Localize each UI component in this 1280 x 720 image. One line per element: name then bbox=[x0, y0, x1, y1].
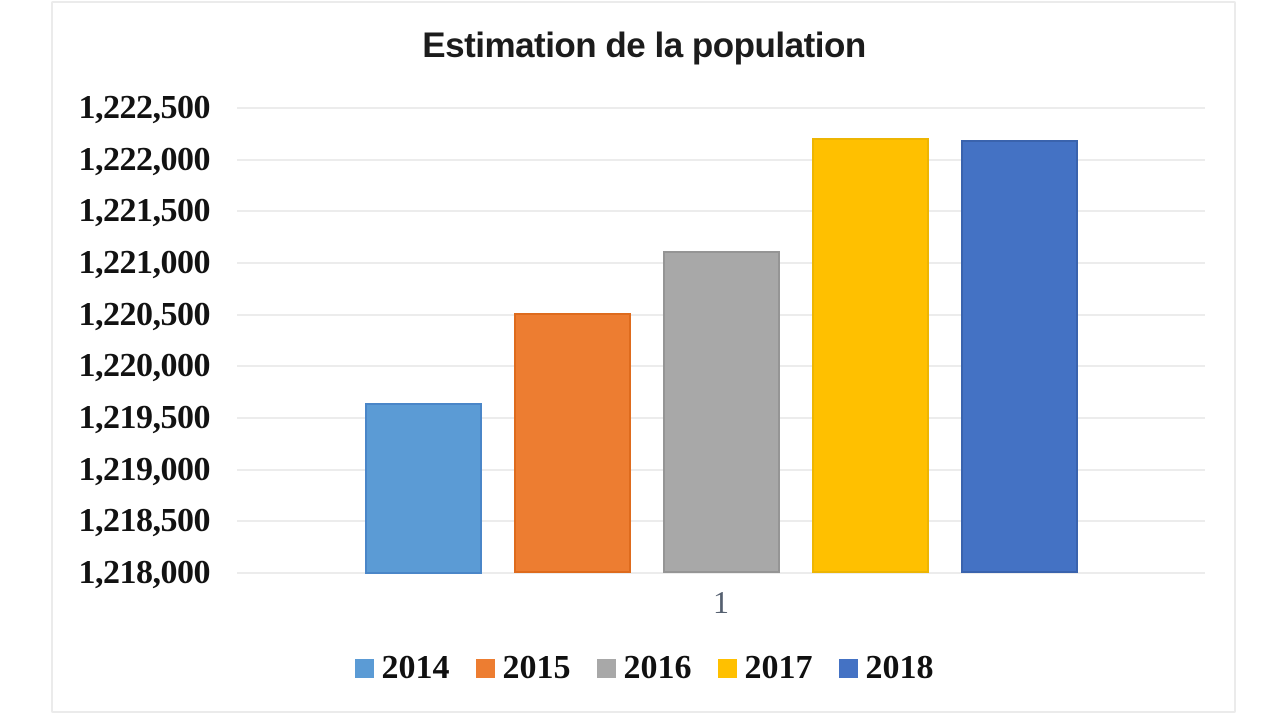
legend-swatch-2015 bbox=[475, 658, 495, 678]
legend-label-2016: 2016 bbox=[623, 649, 692, 686]
y-axis-tick-label: 1,222,000 bbox=[78, 140, 211, 178]
bar-2017 bbox=[812, 138, 929, 573]
legend-label-2014: 2014 bbox=[381, 649, 450, 686]
gridline bbox=[237, 210, 1205, 213]
y-axis-tick-label: 1,219,500 bbox=[78, 399, 211, 436]
legend-item-2017: 2017 bbox=[717, 649, 813, 687]
legend-label-2018: 2018 bbox=[865, 649, 934, 686]
bar-2014 bbox=[365, 403, 482, 574]
legend-item-2014: 2014 bbox=[354, 649, 450, 687]
y-axis-tick-label: 1,219,000 bbox=[78, 450, 211, 488]
bar-2016 bbox=[663, 251, 780, 573]
legend-item-2015: 2015 bbox=[475, 649, 571, 687]
y-axis-tick-label: 1,222,500 bbox=[78, 89, 211, 126]
legend-swatch-2014 bbox=[354, 658, 374, 678]
legend-swatch-2016 bbox=[596, 658, 616, 678]
y-axis-tick-label: 1,220,000 bbox=[78, 347, 211, 385]
chart-title: Estimation de la population bbox=[422, 26, 866, 65]
y-axis-tick-label: 1,220,500 bbox=[78, 295, 211, 333]
legend-swatch-2018 bbox=[838, 658, 858, 678]
legend: 2014 2015 2016 2017 2018 bbox=[52, 649, 1236, 687]
x-category-label: 1 bbox=[713, 584, 729, 620]
gridline bbox=[237, 107, 1205, 109]
gridline bbox=[237, 572, 1205, 574]
bar-2015 bbox=[514, 313, 631, 573]
legend-swatch-2017 bbox=[717, 658, 737, 678]
legend-item-2018: 2018 bbox=[838, 649, 934, 687]
legend-item-2016: 2016 bbox=[596, 649, 692, 687]
y-axis-tick-label: 1,221,500 bbox=[78, 192, 211, 230]
y-axis-tick-label: 1,218,500 bbox=[78, 502, 211, 540]
y-axis-tick-label: 1,221,000 bbox=[78, 244, 211, 281]
legend-label-2017: 2017 bbox=[744, 649, 813, 686]
gridline bbox=[237, 158, 1205, 161]
legend-label-2015: 2015 bbox=[502, 649, 571, 686]
bar-2018 bbox=[961, 140, 1078, 573]
y-axis-tick-label: 1,218,000 bbox=[78, 554, 211, 591]
